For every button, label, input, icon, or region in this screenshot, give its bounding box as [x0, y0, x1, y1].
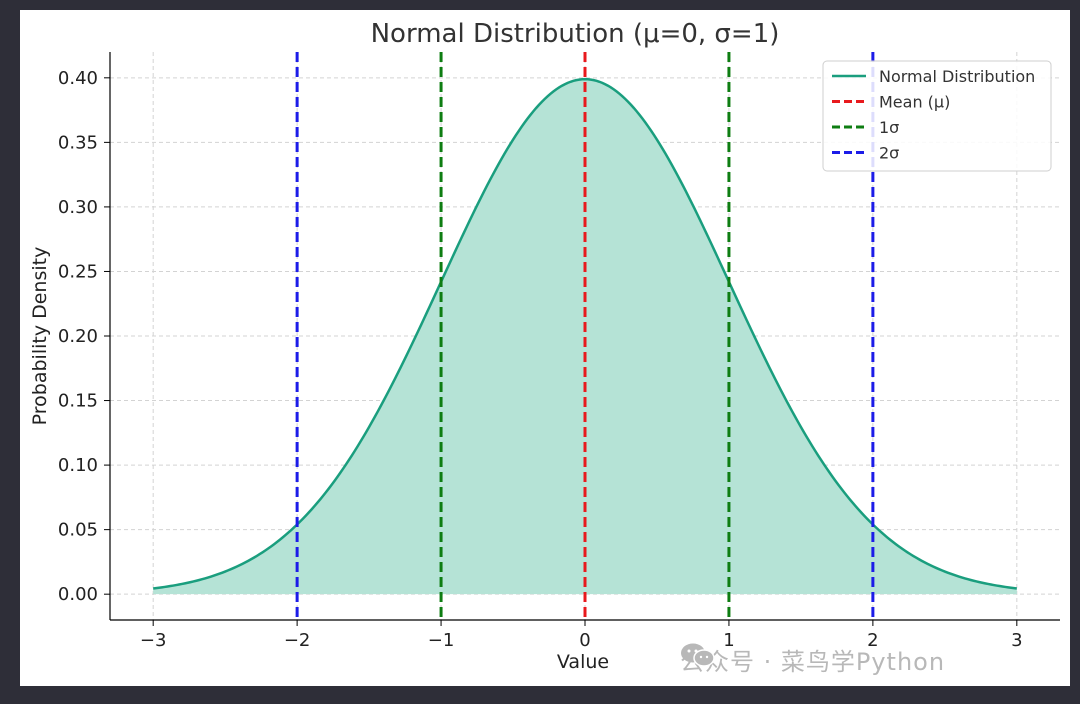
y-tick-label: 0.30 — [58, 197, 98, 218]
y-tick-label: 0.20 — [58, 326, 98, 347]
wechat-icon — [681, 643, 715, 667]
y-tick-label: 0.00 — [58, 584, 98, 605]
y-tick-label: 0.40 — [58, 68, 98, 89]
legend-entry-label: Mean (μ) — [879, 93, 950, 112]
legend-entry-label: 2σ — [879, 144, 899, 163]
watermark: 公众号 · 菜鸟学Python — [680, 642, 945, 677]
x-tick-label: 0 — [579, 630, 590, 651]
legend-entry-label: Normal Distribution — [879, 67, 1035, 86]
x-tick-label: −1 — [428, 630, 455, 651]
x-tick-label: 3 — [1011, 630, 1022, 651]
normal-distribution-chart: −3 −2 −1 0 1 2 3 0.00 0.05 0.10 0.15 0.20 0.25 0.30 0.… — [29, 19, 1060, 673]
legend-entry-label: 1σ — [879, 118, 899, 137]
distribution-area-fill — [153, 79, 1017, 595]
y-tick-label: 0.15 — [58, 391, 98, 412]
x-tick-label: −2 — [284, 630, 311, 651]
watermark-text: 公众号 · 菜鸟学Python — [680, 648, 946, 676]
legend-box — [822, 60, 1052, 172]
y-tick-label: 0.35 — [58, 132, 98, 153]
y-tick-label: 0.05 — [58, 520, 98, 541]
y-axis-label: Probability Density — [29, 247, 51, 426]
x-axis-label: Value — [557, 651, 609, 673]
x-tick-label: −3 — [140, 630, 167, 651]
y-tick-label: 0.25 — [58, 261, 98, 282]
x-tick-label: 1 — [723, 630, 734, 651]
x-tick-label: 2 — [867, 630, 878, 651]
chart-title: Normal Distribution (μ=0, σ=1) — [371, 19, 780, 49]
chart-canvas: −3 −2 −1 0 1 2 3 0.00 0.05 0.10 0.15 0.20 0.25 0.30 0.… — [20, 10, 1070, 686]
y-tick-label: 0.10 — [58, 455, 98, 476]
